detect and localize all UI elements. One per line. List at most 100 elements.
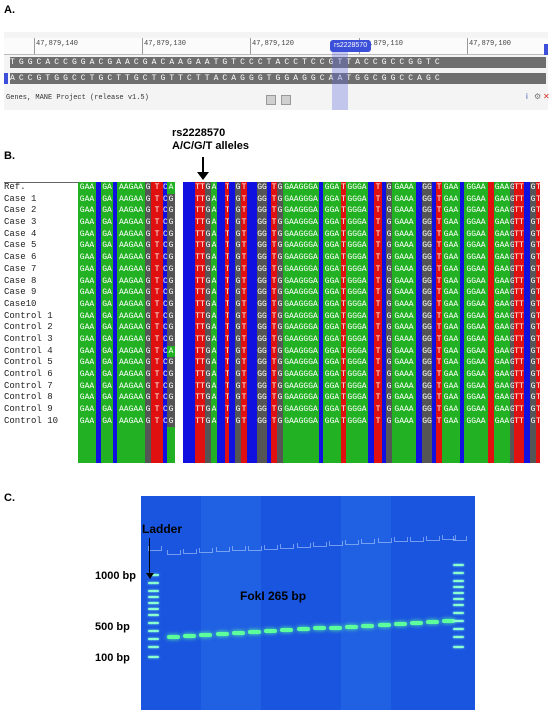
alignment-cell <box>175 416 183 428</box>
alignment-cell: GAA <box>494 253 510 263</box>
alignment-cell: G <box>386 194 392 204</box>
forward-strand-sequence: TGGCACCGGACGAACGACAAGAATGTCCCTACCTCCGTTA… <box>10 57 546 68</box>
alignment-cell: G <box>145 299 151 309</box>
alignment-cell: GAA <box>494 299 510 309</box>
alignment-cell: GAA <box>494 358 510 368</box>
alignment-cell: G <box>277 334 283 344</box>
alignment-cell <box>217 357 225 369</box>
alignment-cell: C <box>163 264 167 274</box>
names-divider <box>4 182 78 183</box>
alignment-cell: G <box>235 276 241 286</box>
alignment-cell <box>183 194 195 206</box>
alignment-cell: C <box>163 229 167 239</box>
alignment-cell: GAA <box>79 381 95 391</box>
alignment-cell: G <box>277 323 283 333</box>
alignment-cell: T <box>225 334 229 344</box>
close-icon[interactable]: ✕ <box>543 92 550 101</box>
alignment-cell: GAA <box>79 311 95 321</box>
alignment-cell: GAAGGGA <box>284 206 318 216</box>
alignment-cell <box>175 264 183 276</box>
alignment-cell: T <box>375 194 381 204</box>
alignment-cell: GAA <box>79 323 95 333</box>
alignment-cell: TT <box>195 381 205 391</box>
alignment-cell: GGGA <box>347 346 367 356</box>
alignment-cell: GAA <box>494 276 510 286</box>
alignment-cell: G <box>145 416 151 426</box>
alignment-cell: G <box>386 416 392 426</box>
alignment-cell <box>217 287 225 299</box>
alignment-cell: AAGAA <box>118 370 143 379</box>
alignment-cell: G <box>205 194 211 204</box>
ladder-band <box>453 604 464 606</box>
snp-badge[interactable]: rs2228570 <box>330 40 372 52</box>
alignment-cell: GGGA <box>347 264 367 274</box>
alignment-cell: GGAA <box>466 405 486 415</box>
sample-name: Case 8 <box>4 275 37 286</box>
alignment-cell: GG <box>422 206 432 216</box>
alignment-cell: A <box>211 381 217 391</box>
alignment-column-C <box>183 182 195 463</box>
info-icon[interactable]: i <box>526 92 528 101</box>
alignment-cell: GG <box>257 311 267 321</box>
alignment-cell <box>247 217 257 229</box>
alignment-cell: TT <box>514 229 524 239</box>
alignment-cell: T <box>436 194 442 204</box>
alignment-cell: GG <box>422 183 432 192</box>
alignment-cell: GAA <box>79 288 95 298</box>
alignment-cell: T <box>154 416 160 426</box>
alignment-cell: GGGA <box>347 416 367 426</box>
alignment-cell: T <box>436 218 442 228</box>
alignment-cell: AAGAA <box>118 183 143 192</box>
alignment-cell: T <box>225 218 229 228</box>
alignment-cell: TT <box>514 393 524 403</box>
alignment-cell <box>247 334 257 346</box>
alignment-cell: GAA <box>443 183 459 192</box>
alignment-cell: GAAA <box>394 416 414 426</box>
alignment-cell: G <box>205 323 211 333</box>
alignment-cell: GAAGGGA <box>284 370 318 379</box>
sample-name: Control 4 <box>4 345 53 356</box>
gene-track-label: Genes, MANE Project (release v1.5) <box>6 94 149 102</box>
alignment-cell: GG <box>422 381 432 391</box>
alignment-column-G: GG GG GG GG GG GG GG GG GG GG GG GG GG GG GG GG GG GG GG GG… <box>422 182 432 463</box>
alignment-cell: T <box>241 346 247 356</box>
alignment-cell: GAAA <box>394 393 414 403</box>
alignment-cell: G <box>235 241 241 251</box>
alignment-cell: GGGA <box>347 299 367 309</box>
coordinate-ruler: 47,879,140 47,879,130 47,879,120 47,879,… <box>4 38 548 55</box>
alignment-cell: AAGAA <box>118 276 143 286</box>
alignment-cell: G <box>530 346 536 356</box>
alignment-cell: GAA <box>443 323 459 333</box>
alignment-cell: GGA <box>324 311 340 321</box>
alignment-cell <box>247 416 257 428</box>
alignment-cell: AAGAA <box>118 311 143 321</box>
alignment-cell: G <box>386 381 392 391</box>
alignment-cell: G <box>530 276 536 286</box>
alignment-cell: AAGAA <box>118 241 143 251</box>
alignment-cell: T <box>241 393 247 403</box>
alignment-cell: T <box>436 241 442 251</box>
alignment-cell: T <box>341 229 346 239</box>
track-button[interactable] <box>266 95 276 105</box>
alignment-cell: T <box>225 241 229 251</box>
alignment-cell: TT <box>195 218 205 228</box>
alignment-cell: G <box>510 381 514 391</box>
alignment-cell: GAA <box>79 241 95 251</box>
sample-name: Control 5 <box>4 357 53 368</box>
gear-icon[interactable]: ⚙ <box>534 92 542 101</box>
alignment-cell: T <box>375 218 381 228</box>
pcr-product-band <box>442 618 456 623</box>
alignment-cell <box>175 322 183 334</box>
alignment-cell: T <box>341 381 346 391</box>
alignment-cell: GAA <box>79 229 95 239</box>
alignment-cell: T <box>436 311 442 321</box>
alignment-cell: G <box>205 393 211 403</box>
bp-label-500: 500 bp <box>95 621 130 633</box>
alignment-cell: T <box>225 299 229 309</box>
track-button[interactable] <box>281 95 291 105</box>
alignment-cell: T <box>375 416 381 426</box>
alignment-cell: T <box>271 358 277 368</box>
alignment-cell: G <box>530 358 536 368</box>
alignment-cell: T <box>225 229 229 239</box>
